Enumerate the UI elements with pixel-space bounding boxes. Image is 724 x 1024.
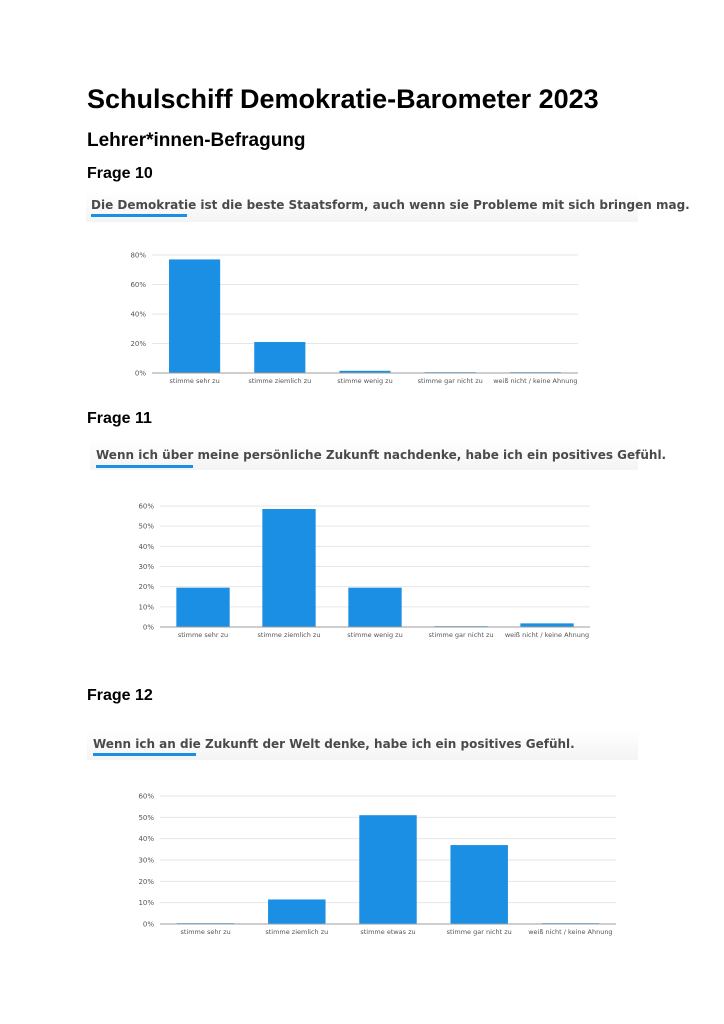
bar-3	[339, 370, 391, 373]
x-tick-label: stimme etwas zu	[360, 928, 415, 936]
frage-11-question-text: Wenn ich über meine persönliche Zukunft …	[96, 448, 667, 462]
bar-1	[169, 259, 221, 373]
bar-2	[268, 899, 326, 924]
bar-5	[520, 623, 574, 627]
x-tick-label: stimme wenig zu	[337, 377, 392, 385]
frage-10-question-box: Die Demokratie ist die beste Staatsform,…	[86, 192, 690, 222]
x-tick-label: stimme sehr zu	[169, 377, 219, 385]
bar-3	[359, 815, 417, 924]
y-tick-label: 20%	[130, 340, 146, 348]
y-tick-label: 20%	[138, 583, 154, 591]
chart-frage-12: 0% 10% 20% 30% 40% 50% 60% stimme sehr zu stimme…	[138, 793, 616, 936]
chart-frage-10: 0% 20% 40% 60% 80% stimme sehr zu stimme zieml…	[130, 252, 578, 385]
x-tick-label: stimme gar nicht zu	[428, 631, 493, 639]
frage-11-question-box: Wenn ich über meine persönliche Zukunft …	[90, 440, 666, 470]
x-tick-label: weiß nicht / keine Ahnung	[493, 377, 577, 385]
page-subtitle: Lehrer*innen-Befragung	[87, 130, 306, 151]
frage-10-question-text: Die Demokratie ist die beste Staatsform,…	[91, 198, 690, 212]
y-tick-label: 40%	[138, 835, 154, 843]
y-tick-label: 80%	[130, 252, 146, 260]
y-tick-label: 0%	[143, 624, 154, 632]
x-tick-label: weiß nicht / keine Ahnung	[505, 631, 589, 639]
y-tick-label: 50%	[138, 523, 154, 531]
y-tick-label: 20%	[138, 878, 154, 886]
x-tick-label: weiß nicht / keine Ahnung	[528, 928, 612, 936]
x-tick-label: stimme gar nicht zu	[447, 928, 512, 936]
frage-12-question-text: Wenn ich an die Zukunft der Welt denke, …	[93, 737, 575, 751]
y-tick-label: 0%	[135, 370, 146, 378]
chart-frage-11: 0% 10% 20% 30% 40% 50% 60% stimme sehr zu stimme…	[138, 503, 590, 639]
y-tick-label: 0%	[143, 921, 154, 929]
y-tick-label: 60%	[138, 503, 154, 511]
y-tick-label: 10%	[138, 899, 154, 907]
bar-4	[450, 845, 508, 924]
frage-12-question-box: Wenn ich an die Zukunft der Welt denke, …	[87, 730, 638, 760]
y-tick-label: 40%	[130, 311, 146, 319]
bar-2	[254, 342, 306, 373]
frage-10-question-underline	[91, 214, 187, 217]
y-tick-label: 10%	[138, 603, 154, 611]
x-tick-label: stimme ziemlich zu	[265, 928, 328, 936]
y-tick-label: 50%	[138, 814, 154, 822]
bar-2	[262, 509, 316, 627]
x-tick-label: stimme sehr zu	[180, 928, 230, 936]
bar-3	[348, 587, 402, 627]
page-title: Schulschiff Demokratie-Barometer 2023	[87, 84, 599, 114]
y-tick-label: 40%	[138, 543, 154, 551]
x-tick-label: stimme gar nicht zu	[418, 377, 483, 385]
y-tick-label: 60%	[130, 281, 146, 289]
frage-11-heading: Frage 11	[87, 410, 152, 427]
y-tick-label: 30%	[138, 857, 154, 865]
frage-12-question-underline	[93, 753, 196, 756]
bar-1	[176, 587, 230, 627]
frage-12-heading: Frage 12	[87, 687, 153, 704]
x-tick-label: stimme wenig zu	[347, 631, 402, 639]
x-tick-label: stimme sehr zu	[178, 631, 228, 639]
frage-11-question-underline	[96, 465, 193, 468]
x-tick-label: stimme ziemlich zu	[248, 377, 311, 385]
y-tick-label: 30%	[138, 563, 154, 571]
x-tick-label: stimme ziemlich zu	[258, 631, 321, 639]
frage-10-heading: Frage 10	[87, 165, 153, 182]
y-tick-label: 60%	[138, 793, 154, 801]
